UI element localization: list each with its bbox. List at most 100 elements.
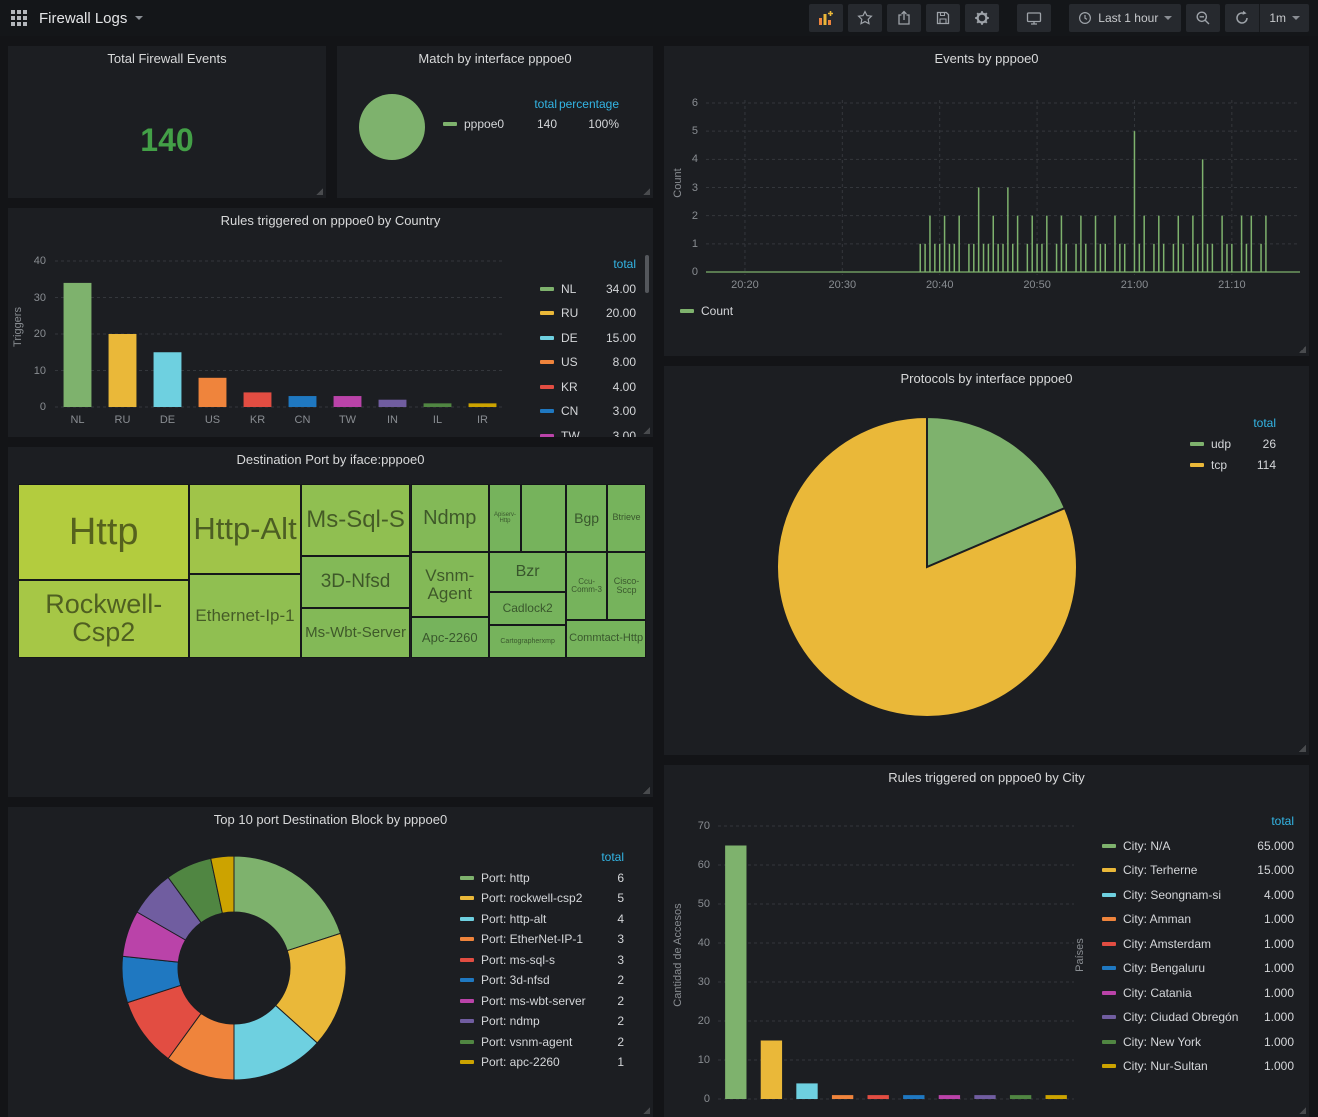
- legend-item[interactable]: DE 15.00: [540, 326, 636, 351]
- legend-item[interactable]: City: N/A 65.000: [1102, 834, 1294, 859]
- treemap-tile-Apiserv-Http[interactable]: Apiserv-Http: [489, 484, 522, 553]
- events-time-series-chart[interactable]: [706, 96, 1300, 275]
- treemap-tile-Cisco-Sccp[interactable]: Cisco-Sccp: [607, 552, 646, 621]
- panel-resize-handle[interactable]: [643, 787, 650, 794]
- panel-title[interactable]: Destination Port by iface:pppoe0: [236, 452, 425, 467]
- treemap-tile-3D-Nfsd[interactable]: 3D-Nfsd: [300, 556, 411, 609]
- panel-title[interactable]: Rules triggered on pppoe0 by Country: [220, 213, 441, 228]
- legend-item[interactable]: City: Amman 1.000: [1102, 907, 1294, 932]
- treemap-tile-Btrieve[interactable]: Btrieve: [607, 484, 646, 553]
- treemap-tile-unlabeled[interactable]: [521, 484, 567, 553]
- legend-item[interactable]: US 8.00: [540, 350, 636, 375]
- legend-item[interactable]: Port: http-alt 4: [460, 909, 624, 930]
- legend-item[interactable]: Port: apc-2260 1: [460, 1052, 624, 1073]
- treemap-tile-Ethernet-Ip-1[interactable]: Ethernet-Ip-1: [189, 573, 301, 658]
- treemap-tile-Commtact-Http[interactable]: Commtact-Http: [566, 620, 646, 658]
- legend-item[interactable]: Port: ms-sql-s 3: [460, 950, 624, 971]
- legend-item[interactable]: City: Amsterdam 1.000: [1102, 932, 1294, 957]
- treemap-tile-Http-Alt[interactable]: Http-Alt: [189, 484, 301, 574]
- legend-item[interactable]: City: Catania 1.000: [1102, 981, 1294, 1006]
- legend-item[interactable]: RU 20.00: [540, 301, 636, 326]
- panel-resize-handle[interactable]: [643, 1107, 650, 1114]
- legend-item[interactable]: TW 3.00: [540, 424, 636, 437]
- top10-ports-donut-chart[interactable]: [8, 831, 453, 1117]
- panel-title[interactable]: Rules triggered on pppoe0 by City: [888, 770, 1085, 785]
- treemap-tile-Apc-2260[interactable]: Apc-2260: [410, 617, 489, 658]
- legend-header-total[interactable]: total: [601, 850, 624, 865]
- legend-item[interactable]: City: Bengaluru 1.000: [1102, 956, 1294, 981]
- treemap-tile-Rockwell-Csp2[interactable]: Rockwell-Csp2: [18, 580, 190, 658]
- legend-item[interactable]: City: Nur-Sultan 1.000: [1102, 1054, 1294, 1079]
- legend-item[interactable]: NL 34.00: [540, 277, 636, 302]
- share-button[interactable]: [887, 4, 922, 32]
- legend-item[interactable]: pppoe0 140 100%: [443, 114, 619, 134]
- legend-item[interactable]: Port: ndmp 2: [460, 1011, 624, 1032]
- panel-title[interactable]: Match by interface pppoe0: [418, 51, 572, 66]
- legend-item[interactable]: CN 3.00: [540, 399, 636, 424]
- settings-button[interactable]: [965, 4, 1000, 32]
- panel-title[interactable]: Total Firewall Events: [107, 51, 227, 66]
- dashboard-title[interactable]: Firewall Logs: [39, 10, 144, 27]
- panel-title[interactable]: Top 10 port Destination Block by pppoe0: [213, 812, 448, 827]
- legend-label: Port: ndmp: [481, 1014, 540, 1029]
- legend-scrollbar[interactable]: [645, 255, 649, 293]
- treemap-tile-Ndmp[interactable]: Ndmp: [410, 484, 489, 553]
- treemap-tile-Ccu-Comm-3[interactable]: Ccu-Comm-3: [566, 552, 608, 621]
- destination-port-treemap[interactable]: Http Rockwell-Csp2 Http-Alt Ethernet-Ip-1 Ms…: [18, 484, 646, 658]
- legend-item[interactable]: Port: rockwell-csp2 5: [460, 888, 624, 909]
- legend-item[interactable]: Port: ms-wbt-server 2: [460, 991, 624, 1012]
- city-bar-chart[interactable]: [718, 815, 1074, 1100]
- protocols-pie-chart[interactable]: [664, 390, 1309, 750]
- treemap-tile-Bzr[interactable]: Bzr: [489, 552, 567, 593]
- legend-item[interactable]: tcp 114: [1190, 454, 1276, 475]
- pie-slice-tcp[interactable]: [776, 415, 1078, 718]
- legend-item[interactable]: KR 4.00: [540, 375, 636, 400]
- treemap-tile-Ms-Wbt-Server[interactable]: Ms-Wbt-Server: [300, 608, 411, 658]
- legend-item[interactable]: udp 26: [1190, 433, 1276, 454]
- treemap-tile-Vsnm-Agent[interactable]: Vsnm-Agent: [410, 552, 489, 618]
- tv-mode-button[interactable]: [1017, 4, 1052, 32]
- legend-item[interactable]: City: Ciudad Obregón 1.000: [1102, 1005, 1294, 1030]
- x-axis-tick: NL: [70, 414, 85, 426]
- treemap-tile-Cadlock2[interactable]: Cadlock2: [489, 592, 567, 626]
- match-interface-pie-chart[interactable]: [357, 92, 427, 162]
- add-panel-button[interactable]: [809, 4, 844, 32]
- time-picker-button[interactable]: Last 1 hour: [1069, 4, 1182, 32]
- legend-item[interactable]: City: New York 1.000: [1102, 1030, 1294, 1055]
- panel-resize-handle[interactable]: [1299, 745, 1306, 752]
- panel-resize-handle[interactable]: [316, 188, 323, 195]
- zoom-out-button[interactable]: [1186, 4, 1221, 32]
- panel-resize-handle[interactable]: [643, 427, 650, 434]
- panel-resize-handle[interactable]: [643, 188, 650, 195]
- legend-item[interactable]: Port: 3d-nfsd 2: [460, 970, 624, 991]
- legend-item[interactable]: City: Seongnam-si 4.000: [1102, 883, 1294, 908]
- pie-slice-pppoe0[interactable]: [359, 94, 425, 160]
- star-button[interactable]: [848, 4, 883, 32]
- pie-slice-Port: http[interactable]: [233, 855, 342, 952]
- legend-item[interactable]: Port: EtherNet-IP-1 3: [460, 929, 624, 950]
- legend-item[interactable]: City: Terherne 15.000: [1102, 858, 1294, 883]
- legend-header-total[interactable]: total: [613, 257, 636, 272]
- apps-menu-button[interactable]: [9, 8, 29, 28]
- legend-header-percentage[interactable]: percentage: [558, 97, 619, 111]
- legend-header-total[interactable]: total: [1253, 415, 1276, 430]
- legend-header-total[interactable]: total: [534, 97, 557, 111]
- panel-title[interactable]: Protocols by interface pppoe0: [900, 371, 1073, 386]
- legend-item[interactable]: Port: http 6: [460, 868, 624, 889]
- panel-title[interactable]: Events by pppoe0: [934, 51, 1039, 66]
- panel-resize-handle[interactable]: [1299, 1107, 1306, 1114]
- country-bar-chart[interactable]: [55, 250, 505, 408]
- save-button[interactable]: [926, 4, 961, 32]
- refresh-interval-button[interactable]: 1m: [1259, 4, 1309, 32]
- legend-item[interactable]: Port: vsnm-agent 2: [460, 1032, 624, 1053]
- treemap-tile-Cartographerxmp[interactable]: Cartographerxmp: [489, 625, 567, 658]
- legend-item[interactable]: Count: [680, 302, 880, 320]
- treemap-tile-Bgp[interactable]: Bgp: [566, 484, 608, 553]
- panel-resize-handle[interactable]: [1299, 346, 1306, 353]
- treemap-tile-Ms-Sql-S[interactable]: Ms-Sql-S: [300, 484, 411, 557]
- legend-header-total[interactable]: total: [1271, 814, 1294, 829]
- pie-slice-udp[interactable]: [926, 415, 1067, 569]
- pie-slice-Port: apc-2260[interactable]: [210, 855, 235, 914]
- refresh-button[interactable]: [1225, 4, 1260, 32]
- treemap-tile-Http[interactable]: Http: [18, 484, 190, 581]
